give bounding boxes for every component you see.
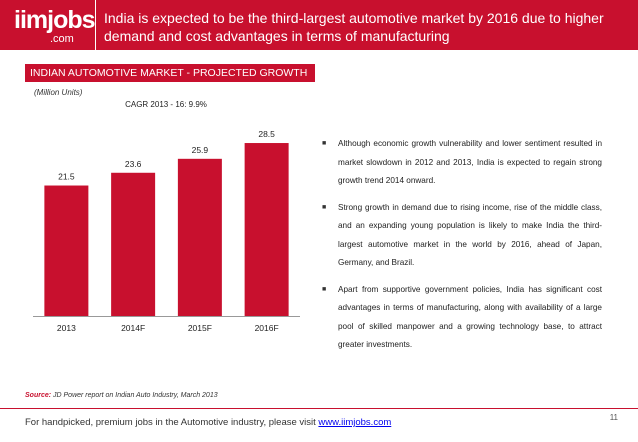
bullet-item: ■ Strong growth in demand due to rising i… — [320, 199, 602, 273]
x-tick-label: 2013 — [57, 323, 76, 333]
bar-2013 — [44, 185, 89, 316]
bullet-marker: ■ — [322, 203, 327, 211]
bullet-text: Strong growth in demand due to rising in… — [338, 202, 602, 268]
data-label: 21.5 — [58, 172, 75, 182]
section-title: INDIAN AUTOMOTIVE MARKET - PROJECTED GRO… — [25, 64, 315, 82]
bullet-item: ■ Although economic growth vulnerability … — [320, 135, 602, 191]
slide-headline: India is expected to be the third-larges… — [104, 10, 604, 44]
bullet-text: Although economic growth vulnerability a… — [338, 139, 602, 185]
logo-brand: iimjobs — [14, 6, 96, 34]
source-text: JD Power report on Indian Auto Industry,… — [53, 392, 218, 399]
source-label: Source: — [25, 392, 52, 399]
footer-text: For handpicked, premium jobs in the Auto… — [25, 417, 316, 428]
iimjobs-logo[interactable]: iimjobs .com — [14, 4, 96, 46]
footer: For handpicked, premium jobs in the Auto… — [25, 417, 391, 428]
x-tick-label: 2015F — [188, 323, 212, 333]
footer-rule — [0, 408, 638, 409]
data-label: 23.6 — [125, 159, 142, 169]
logo-tld: .com — [50, 33, 74, 45]
data-label: 28.5 — [258, 129, 275, 139]
header-divider — [95, 0, 96, 50]
cagr-annotation: CAGR 2013 - 16: 9.9% — [125, 100, 207, 109]
footer-link[interactable]: www.iimjobs.com — [318, 417, 392, 428]
source-note: Source: JD Power report on Indian Auto I… — [25, 392, 218, 399]
bullet-item: ■ Apart from supportive government polici… — [320, 281, 602, 355]
page-number: 11 — [609, 413, 618, 422]
units-label: (Million Units) — [34, 88, 83, 97]
bar-2016f — [244, 143, 289, 316]
x-tick-label: 2016F — [255, 323, 279, 333]
bar-2015f — [177, 158, 222, 316]
header-bar: iimjobs .com India is expected to be the… — [0, 0, 638, 50]
bullet-marker: ■ — [322, 285, 327, 293]
bullet-marker: ■ — [322, 140, 327, 147]
bar-2014f — [111, 172, 156, 316]
bullet-text: Apart from supportive government policie… — [338, 284, 602, 350]
x-tick-label: 2014F — [121, 323, 145, 333]
bullet-list: ■ Although economic growth vulnerability … — [320, 135, 602, 363]
data-label: 25.9 — [192, 145, 209, 155]
